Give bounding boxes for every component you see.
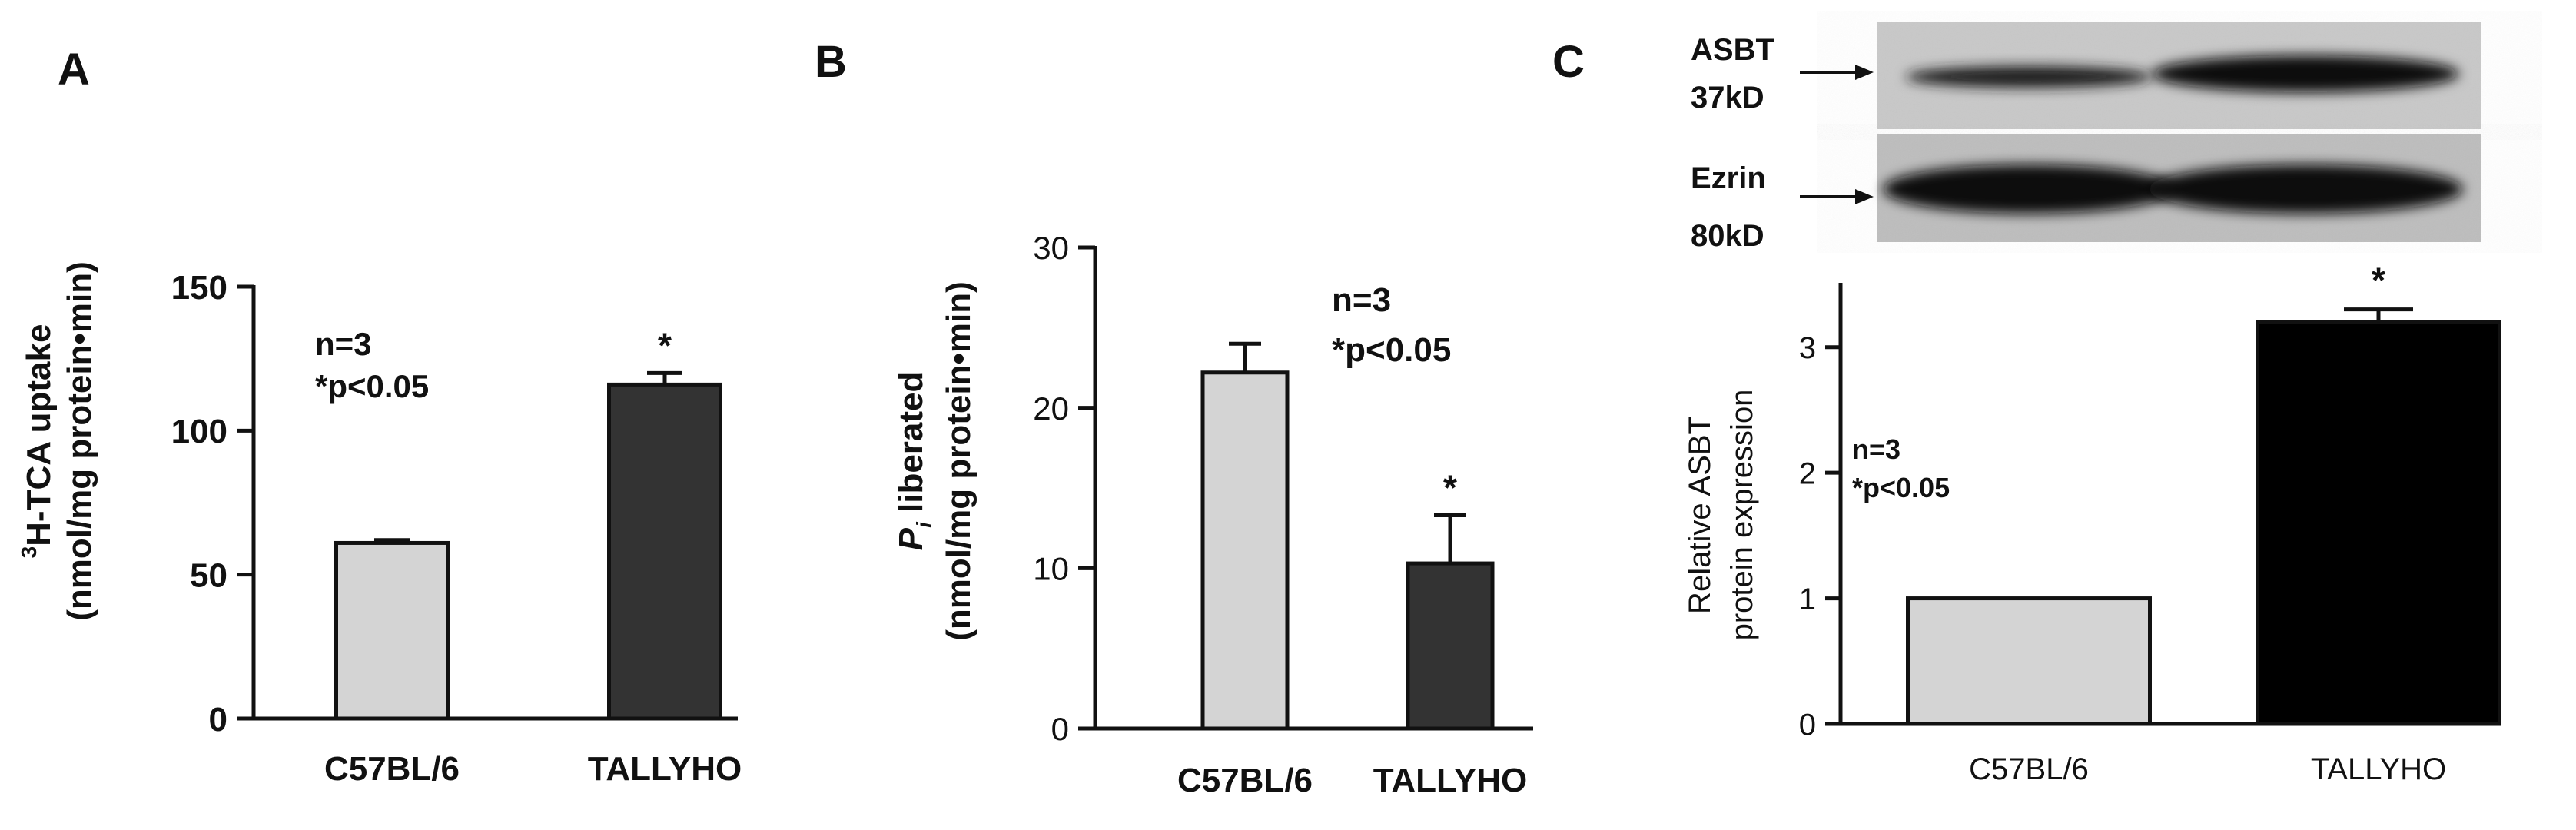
panel-a-y-axis-label: 3H-TCA uptake bbox=[17, 324, 58, 559]
panel-c-x-tick-label: TALLYHO bbox=[2311, 752, 2446, 786]
panel-a-x-tick-label: TALLYHO bbox=[588, 750, 742, 788]
panel-b-n-label: n=3 bbox=[1332, 281, 1391, 319]
panel-c-letter: C bbox=[1552, 37, 1585, 87]
blot-band-ezrin-c57 bbox=[1883, 164, 2175, 214]
panel-a-p-label: *p<0.05 bbox=[315, 368, 429, 404]
panel-a-bar-c57bl6 bbox=[334, 540, 450, 721]
panel-a-chart: 0 50 100 150 C57BL/6 * TALLYHO bbox=[171, 269, 742, 788]
panel-c-bar-c57bl6 bbox=[1906, 596, 2152, 726]
panel-b: B Pi liberated (nmol/mg protein•min) n=3… bbox=[815, 37, 1533, 799]
panel-c-bar-tallyho bbox=[2256, 320, 2501, 726]
panel-a-n-label: n=3 bbox=[315, 326, 372, 362]
blot-arrowhead-ezrin bbox=[1855, 189, 1874, 204]
panel-a-bar-tallyho bbox=[607, 382, 722, 721]
panel-c-significance-star: * bbox=[2372, 261, 2385, 300]
panel-c-y-tick-label: 3 bbox=[1799, 331, 1816, 365]
panel-b-y-axis-label-units: (nmol/mg protein•min) bbox=[940, 281, 978, 641]
panel-b-y-tick-label: 30 bbox=[1033, 230, 1069, 266]
panel-b-bar-tallyho bbox=[1406, 561, 1495, 731]
panel-b-y-axis-label-main: liberated bbox=[892, 372, 930, 523]
panel-c-x-tick-label: C57BL/6 bbox=[1969, 752, 2089, 786]
panel-c-y-tick-label: 0 bbox=[1799, 708, 1816, 742]
panel-b-significance-star: * bbox=[1443, 467, 1457, 507]
blot-label-asbt-size: 37kD bbox=[1691, 81, 1764, 115]
panel-a-y-axis-label-main: H-TCA uptake bbox=[20, 324, 58, 546]
panel-c-n-label: n=3 bbox=[1852, 433, 1900, 465]
panel-a-y-tick-label: 50 bbox=[190, 557, 227, 595]
panel-c: C ASBT 37kD Ezrin 80kD Relative ASBT pro… bbox=[1552, 22, 2501, 786]
panel-b-y-tick-label: 10 bbox=[1033, 550, 1069, 586]
panel-a-y-tick-label: 0 bbox=[209, 701, 227, 739]
panel-a-y-axis-label-units: (nmol/mg protein•min) bbox=[61, 261, 98, 621]
panel-b-x-tick-label: TALLYHO bbox=[1373, 762, 1527, 799]
panel-c-y-axis-label: Relative ASBT bbox=[1683, 416, 1717, 614]
panel-a: A 3H-TCA uptake (nmol/mg protein•min) n=… bbox=[17, 45, 742, 788]
panel-c-p-label: *p<0.05 bbox=[1852, 472, 1950, 503]
panel-a-significance-star: * bbox=[658, 325, 672, 365]
blot-band-asbt-tallyho bbox=[2152, 55, 2459, 92]
panel-c-y-tick-label: 2 bbox=[1799, 457, 1816, 491]
panel-b-y-tick-label: 0 bbox=[1051, 711, 1069, 747]
panel-a-y-tick-label: 100 bbox=[171, 413, 227, 450]
panel-b-y-axis-label-p: P bbox=[892, 527, 930, 550]
panel-a-y-axis-label-sup: 3 bbox=[17, 546, 41, 559]
blot-arrowhead-asbt bbox=[1855, 65, 1874, 80]
panel-b-chart: 0 10 20 30 C57BL/6 * TALLYHO bbox=[1033, 230, 1533, 799]
panel-b-y-axis-label: Pi liberated bbox=[892, 372, 936, 551]
western-blot: ASBT 37kD Ezrin 80kD bbox=[1691, 22, 2481, 253]
blot-label-ezrin-size: 80kD bbox=[1691, 219, 1764, 253]
panel-c-chart: 0 1 2 3 C57BL/6 * TALLYHO bbox=[1799, 261, 2501, 786]
blot-label-ezrin: Ezrin bbox=[1691, 161, 1766, 195]
blot-band-ezrin-tallyho bbox=[2148, 164, 2463, 214]
panel-a-letter: A bbox=[58, 45, 90, 95]
panel-b-x-tick-label: C57BL/6 bbox=[1177, 762, 1313, 799]
panel-c-y-axis-label-line2: protein expression bbox=[1725, 390, 1759, 641]
panel-a-x-tick-label: C57BL/6 bbox=[324, 750, 460, 788]
panel-b-y-tick-label: 20 bbox=[1033, 390, 1069, 427]
panel-c-y-tick-label: 1 bbox=[1799, 583, 1816, 616]
panel-b-bar-c57bl6 bbox=[1200, 370, 1290, 731]
panel-a-y-tick-label: 150 bbox=[171, 269, 227, 307]
blot-label-asbt: ASBT bbox=[1691, 33, 1774, 67]
panel-b-letter: B bbox=[815, 37, 847, 87]
blot-band-asbt-c57 bbox=[1906, 66, 2152, 88]
panel-b-y-axis-label-sub: i bbox=[912, 521, 936, 528]
panel-b-p-label: *p<0.05 bbox=[1332, 331, 1451, 369]
